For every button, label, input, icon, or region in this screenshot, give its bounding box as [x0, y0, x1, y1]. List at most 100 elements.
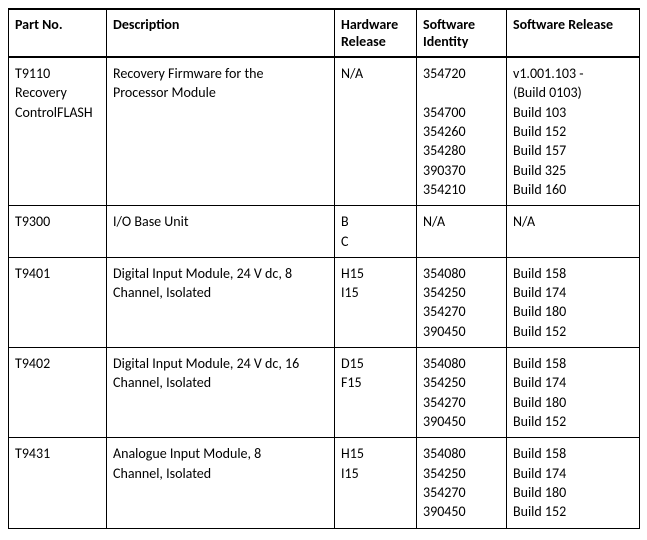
cell-swidentity: 354080 354250 354270 390450 — [417, 348, 507, 438]
table-row: T9402 Digital Input Module, 24 V dc, 16 Ch… — [9, 348, 640, 438]
cell-swrelease: v1.001.103 - (Build 0103) Build 103 Build 1… — [507, 57, 640, 206]
cell-line: 354260 — [423, 123, 466, 140]
col-header-hwrelease: Hardware Release — [335, 9, 417, 57]
cell-line: 354210 — [423, 181, 466, 198]
cell-line: Build 152 — [513, 323, 566, 340]
cell-line: Build 325 — [513, 162, 566, 179]
cell-description: Recovery Firmware for the Processor Modul… — [107, 57, 335, 206]
cell-description: Analogue Input Module, 8 Channel, Isolate… — [107, 438, 335, 528]
cell-line: Build 180 — [513, 303, 566, 320]
cell-line: Digital Input Module, 24 V dc, 16 — [113, 355, 299, 372]
cell-line: Build 152 — [513, 123, 566, 140]
cell-swidentity: 354720 354700 354260 354280 390370 354210 — [417, 57, 507, 206]
cell-line: H15 — [341, 445, 364, 462]
cell-partno: T9402 — [9, 348, 107, 438]
cell-line: Build 180 — [513, 394, 566, 411]
cell-hwrelease: BC — [335, 206, 417, 258]
cell-description: I/O Base Unit — [107, 206, 335, 258]
cell-partno: T9300 — [9, 206, 107, 258]
cell-swrelease: Build 158 Build 174 Build 180 Build 152 — [507, 348, 640, 438]
cell-partno: T9431 — [9, 438, 107, 528]
cell-line: Channel, Isolated — [113, 284, 211, 301]
cell-line: N/A — [423, 213, 445, 230]
table-body: T9110 Recovery ControlFLASH Recovery Firmwa… — [9, 57, 640, 528]
cell-hwrelease: H15I15 — [335, 257, 417, 347]
cell-line: Channel, Isolated — [113, 465, 211, 482]
cell-line: 354080 — [423, 265, 466, 282]
cell-line: Build 158 — [513, 355, 566, 372]
cell-line: 354700 — [423, 104, 466, 121]
cell-line: (Build 0103) — [513, 84, 582, 101]
col-header-swidentity: Software Identity — [417, 9, 507, 57]
cell-line: 354250 — [423, 374, 466, 391]
cell-swrelease: Build 158Build 174Build 180Build 152 — [507, 257, 640, 347]
table-row: T9401 Digital Input Module, 24 V dc, 8 Cha… — [9, 257, 640, 347]
cell-line: Analogue Input Module, 8 — [113, 445, 261, 462]
table-header-row: Part No. Description Hardware Release So… — [9, 9, 640, 57]
cell-line: F15 — [341, 374, 362, 391]
cell-line: Build 152 — [513, 413, 566, 430]
cell-line: 354080 — [423, 445, 466, 462]
cell-line: Build 157 — [513, 142, 566, 159]
cell-description: Digital Input Module, 24 V dc, 16 Channel… — [107, 348, 335, 438]
cell-line: Build 180 — [513, 484, 566, 501]
cell-line: Build 103 — [513, 104, 566, 121]
cell-line: C — [341, 233, 348, 250]
table-row: T9110 Recovery ControlFLASH Recovery Firmwa… — [9, 57, 640, 206]
cell-line: Build 152 — [513, 503, 566, 520]
cell-line: B — [341, 213, 349, 230]
cell-hwrelease: D15F15 — [335, 348, 417, 438]
cell-line: Build 174 — [513, 374, 566, 391]
table-row: T9431 Analogue Input Module, 8 Channel, Is… — [9, 438, 640, 528]
cell-line: I15 — [341, 465, 359, 482]
cell-line: 354250 — [423, 284, 466, 301]
cell-line: Build 174 — [513, 465, 566, 482]
cell-swidentity: 354080354250354270390450 — [417, 257, 507, 347]
cell-hwrelease: N/A — [335, 57, 417, 206]
cell-line: T9300 — [15, 213, 50, 230]
cell-line: T9402 — [15, 355, 50, 372]
cell-line: 354250 — [423, 465, 466, 482]
cell-line: Build 158 — [513, 445, 566, 462]
cell-line: 390370 — [423, 162, 466, 179]
cell-line: I/O Base Unit — [113, 213, 189, 230]
cell-partno: T9401 — [9, 257, 107, 347]
cell-description: Digital Input Module, 24 V dc, 8 Channel,… — [107, 257, 335, 347]
cell-partno: T9110 Recovery ControlFLASH — [9, 57, 107, 206]
table-row: T9300 I/O Base Unit BC N/A N/A — [9, 206, 640, 258]
cell-line: Digital Input Module, 24 V dc, 8 — [113, 265, 292, 282]
cell-line: T9110 — [15, 65, 50, 82]
cell-line: Channel, Isolated — [113, 374, 211, 391]
cell-line: T9431 — [15, 445, 50, 462]
cell-line: N/A — [513, 213, 535, 230]
compatibility-table: Part No. Description Hardware Release So… — [8, 8, 640, 529]
col-header-swrelease: Software Release — [507, 9, 640, 57]
cell-line: Build 160 — [513, 181, 566, 198]
cell-line: Recovery — [15, 84, 67, 101]
cell-line: H15 — [341, 265, 364, 282]
cell-line: T9401 — [15, 265, 50, 282]
cell-line: 354270 — [423, 484, 466, 501]
cell-hwrelease: H15I15 — [335, 438, 417, 528]
cell-line: Build 158 — [513, 265, 566, 282]
cell-line: Recovery Firmware for the — [113, 65, 263, 82]
cell-line: N/A — [341, 65, 363, 82]
cell-line: 354080 — [423, 355, 466, 372]
cell-line: ControlFLASH — [15, 104, 93, 121]
cell-line: 354720 — [423, 65, 466, 82]
cell-swrelease: N/A — [507, 206, 640, 258]
cell-line: 354270 — [423, 394, 466, 411]
cell-line: 390450 — [423, 323, 466, 340]
cell-line: 390450 — [423, 503, 466, 520]
col-header-description: Description — [107, 9, 335, 57]
col-header-partno: Part No. — [9, 9, 107, 57]
cell-line: Processor Module — [113, 84, 216, 101]
cell-swidentity: 354080 354250 354270 390450 — [417, 438, 507, 528]
cell-line: 390450 — [423, 413, 466, 430]
cell-line: v1.001.103 - — [513, 65, 584, 82]
cell-line — [423, 84, 426, 101]
cell-line: D15 — [341, 355, 364, 372]
cell-swrelease: Build 158 Build 174 Build 180 Build 152 — [507, 438, 640, 528]
cell-swidentity: N/A — [417, 206, 507, 258]
cell-line: 354280 — [423, 142, 466, 159]
